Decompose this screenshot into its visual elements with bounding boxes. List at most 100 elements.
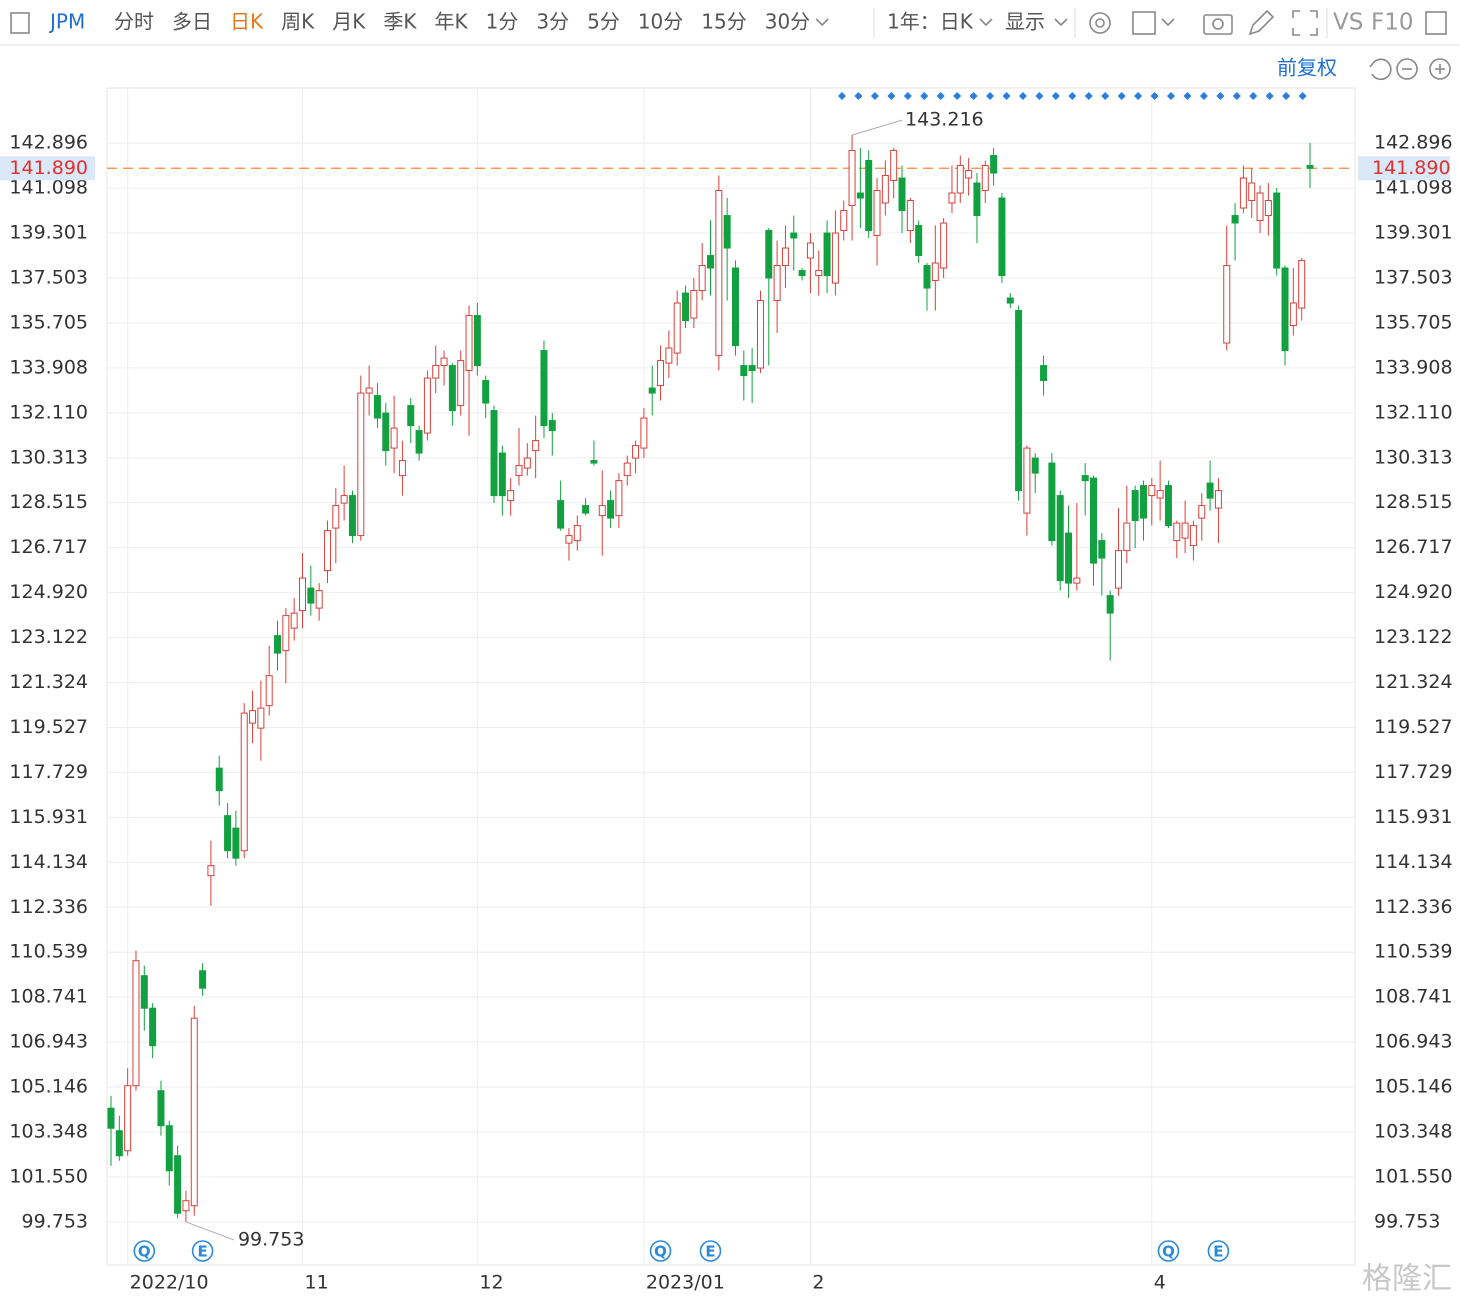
y-tick-label-right: 123.122 — [1374, 626, 1453, 648]
candle-body — [299, 577, 307, 612]
indicator-icon[interactable] — [1132, 11, 1156, 35]
range-select[interactable]: 1年：日K — [887, 10, 974, 34]
event-marker[interactable] — [191, 1240, 214, 1262]
signal-diamond — [870, 92, 879, 100]
candle-body — [906, 200, 914, 232]
display-select[interactable]: 显示 — [1005, 10, 1045, 34]
side-panel-icon[interactable] — [1425, 11, 1447, 35]
y-tick-label-right: 121.324 — [1374, 671, 1453, 693]
candle-body — [665, 347, 673, 364]
signal-diamond — [1183, 92, 1192, 100]
zoom-in-icon[interactable] — [1429, 58, 1451, 80]
candle-body — [1131, 490, 1139, 522]
signal-diamond — [903, 92, 912, 100]
y-tick-label-right: 142.896 — [1374, 132, 1453, 154]
f10-button[interactable]: F10 — [1371, 10, 1414, 36]
candle-body — [357, 392, 365, 537]
candle-body — [390, 427, 398, 449]
zoom-out-icon[interactable] — [1396, 58, 1418, 80]
candle-body — [382, 412, 390, 452]
signal-diamond — [936, 92, 945, 100]
event-marker[interactable] — [133, 1240, 156, 1262]
candle-body — [931, 262, 939, 282]
settings-icon[interactable] — [1089, 12, 1111, 34]
y-tick-label: 139.301 — [9, 222, 88, 244]
adjust-select[interactable]: 前复权 — [1277, 56, 1337, 80]
panel-icon[interactable] — [10, 12, 30, 34]
candle-body — [174, 1155, 182, 1214]
candle-body — [240, 712, 248, 852]
candle-body — [723, 215, 731, 249]
max-label: 143.216 — [905, 109, 984, 131]
candle-body — [790, 232, 798, 239]
signal-diamond — [986, 92, 995, 100]
candle-body — [290, 612, 298, 629]
candle-body — [848, 150, 856, 207]
candle-body — [1206, 482, 1214, 499]
candle-body — [948, 192, 956, 204]
y-tick-label-right: 108.741 — [1374, 986, 1453, 1008]
candle-body — [915, 225, 923, 257]
candle-body — [1081, 475, 1089, 482]
candle-body — [165, 1125, 173, 1172]
settings-icon-core — [1095, 18, 1105, 28]
candle-body — [607, 500, 615, 519]
event-marker[interactable] — [699, 1240, 722, 1262]
y-tick-label-right: 141.098 — [1374, 177, 1453, 199]
candle-body — [274, 635, 282, 654]
candle-body — [573, 525, 581, 542]
candle-body — [1214, 490, 1222, 509]
y-tick-label-right: 130.313 — [1374, 446, 1453, 468]
period-tab[interactable]: 季K — [383, 10, 417, 34]
candle-body — [973, 182, 981, 217]
candle-body — [207, 865, 215, 877]
period-tab[interactable]: 5分 — [587, 10, 620, 34]
zoom-in-plus — [1435, 64, 1445, 74]
candle-body — [1189, 525, 1197, 547]
period-tab[interactable]: 多日 — [172, 10, 212, 34]
period-tab[interactable]: 月K — [332, 10, 366, 34]
camera-icon[interactable] — [1203, 14, 1233, 35]
vs-button[interactable]: VS — [1333, 10, 1363, 36]
period-tab[interactable]: 30分 — [765, 10, 810, 34]
candle-body — [773, 265, 781, 302]
candle-body — [507, 490, 515, 502]
period-tab[interactable]: 周K — [281, 10, 315, 34]
fullscreen-icon[interactable] — [1292, 10, 1318, 36]
candle-body — [1248, 182, 1256, 202]
candle-body — [1306, 165, 1314, 169]
event-marker[interactable] — [1157, 1240, 1180, 1262]
candle-body — [615, 480, 623, 517]
event-marker[interactable] — [649, 1240, 672, 1262]
candle-body — [673, 302, 681, 354]
period-tab[interactable]: 日K — [230, 10, 264, 34]
draw-icon[interactable] — [1248, 9, 1275, 36]
candle-body — [482, 380, 490, 404]
y-tick-label: 124.920 — [9, 581, 88, 603]
candle-body — [515, 465, 523, 477]
signal-diamond — [1018, 92, 1027, 100]
event-marker[interactable] — [1207, 1240, 1230, 1262]
candle-body — [731, 267, 739, 347]
period-tab[interactable]: 10分 — [638, 10, 683, 34]
candle-body — [823, 232, 831, 277]
period-tab[interactable]: 3分 — [536, 10, 569, 34]
y-tick-label: 103.348 — [9, 1121, 88, 1143]
period-tab[interactable]: 分时 — [114, 10, 154, 34]
period-tab[interactable]: 1分 — [486, 10, 519, 34]
camera-lens — [1212, 18, 1224, 30]
candle-body — [107, 1107, 115, 1129]
reset-icon[interactable] — [1369, 58, 1392, 81]
signal-diamond — [1002, 92, 1011, 100]
candle-body — [365, 387, 373, 394]
period-tab[interactable]: 15分 — [701, 10, 746, 34]
candle-body — [1040, 365, 1048, 382]
signal-diamond — [1101, 92, 1110, 100]
y-tick-label-right: 133.908 — [1374, 356, 1453, 378]
symbol[interactable]: JPM — [48, 10, 85, 34]
candle-body — [798, 270, 806, 277]
y-tick-label: 142.896 — [9, 132, 88, 154]
period-tab[interactable]: 年K — [435, 10, 469, 34]
candle-body — [448, 365, 456, 412]
last-price-box-right — [1358, 156, 1450, 181]
